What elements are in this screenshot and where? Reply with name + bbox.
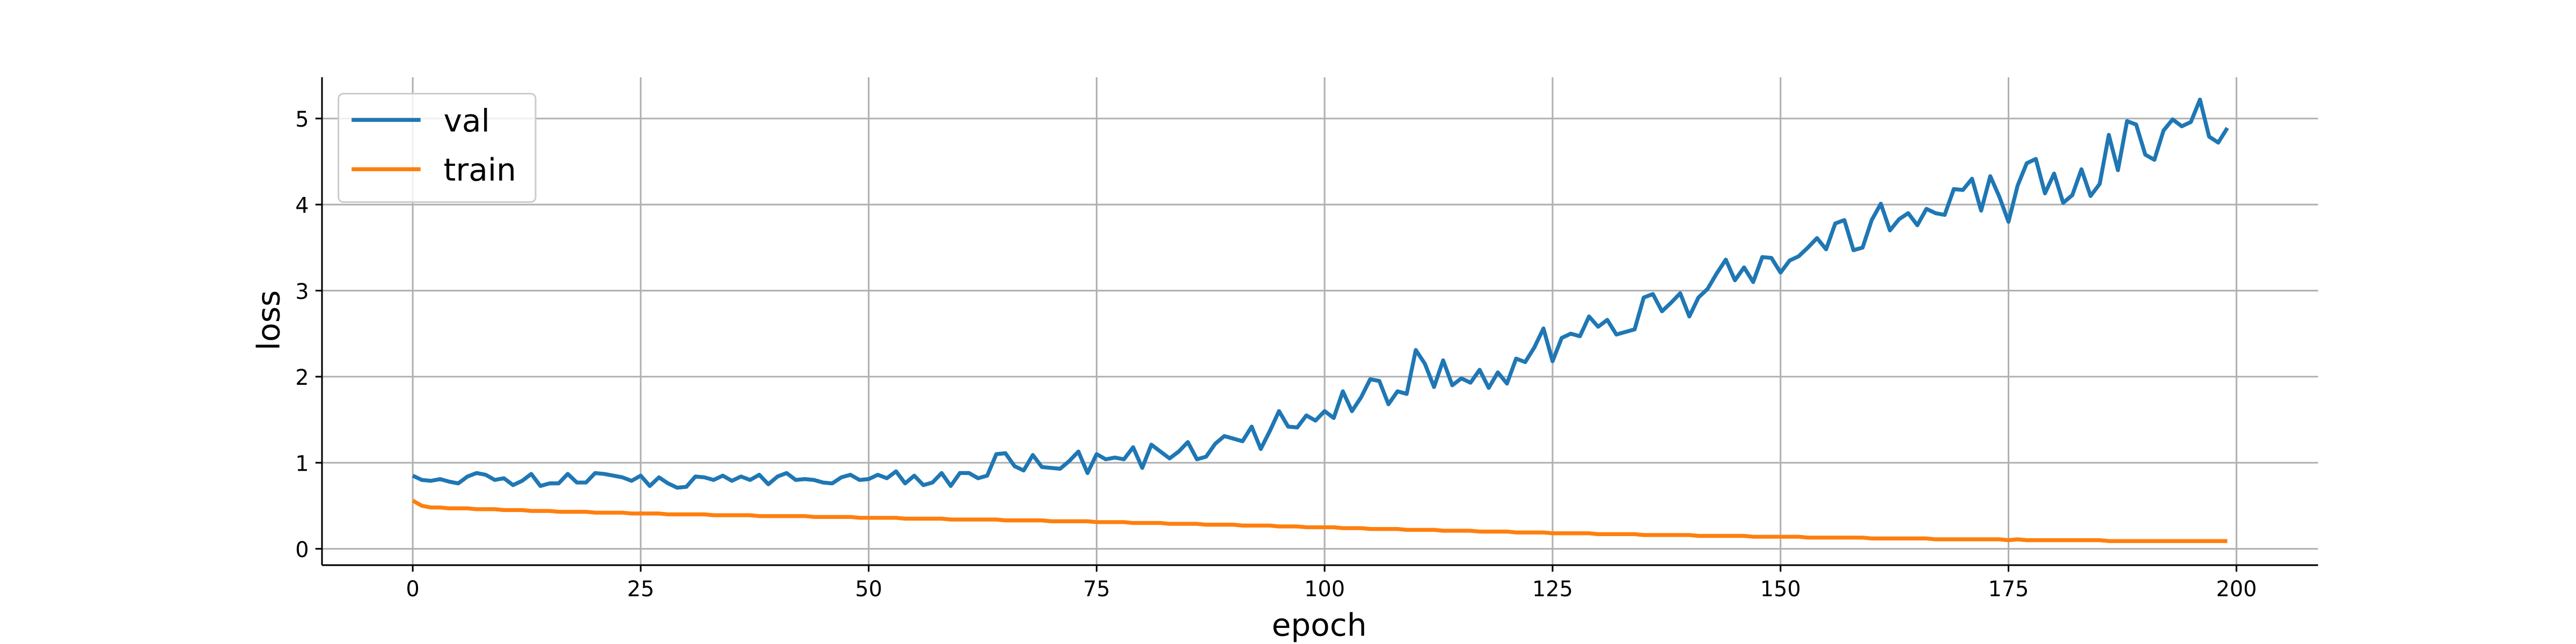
x-tick-label: 100 — [1304, 577, 1345, 602]
x-tick-label: 50 — [855, 577, 882, 602]
x-tick-label: 25 — [627, 577, 655, 602]
series-line — [412, 499, 2228, 543]
series-line — [412, 97, 2229, 490]
y-tick-label: 0 — [295, 538, 309, 562]
x-tick-label: 75 — [1083, 577, 1110, 602]
y-tick-label: 2 — [295, 365, 309, 390]
legend-label: val — [444, 103, 490, 139]
legend-label: train — [444, 152, 516, 188]
x-axis-label: epoch — [1272, 607, 1367, 643]
x-tick-label: 175 — [1988, 577, 2029, 602]
y-tick-label: 5 — [295, 107, 309, 132]
y-tick-label: 1 — [295, 452, 309, 477]
legend: val train — [338, 92, 537, 203]
y-axis-label: loss — [250, 290, 287, 350]
y-tick-label: 3 — [295, 280, 309, 304]
x-tick-label: 200 — [2216, 577, 2257, 602]
y-tick-label: 4 — [295, 194, 309, 218]
x-tick-label: 0 — [406, 577, 419, 602]
x-tick-label: 125 — [1532, 577, 1573, 602]
x-tick-label: 150 — [1760, 577, 1801, 602]
